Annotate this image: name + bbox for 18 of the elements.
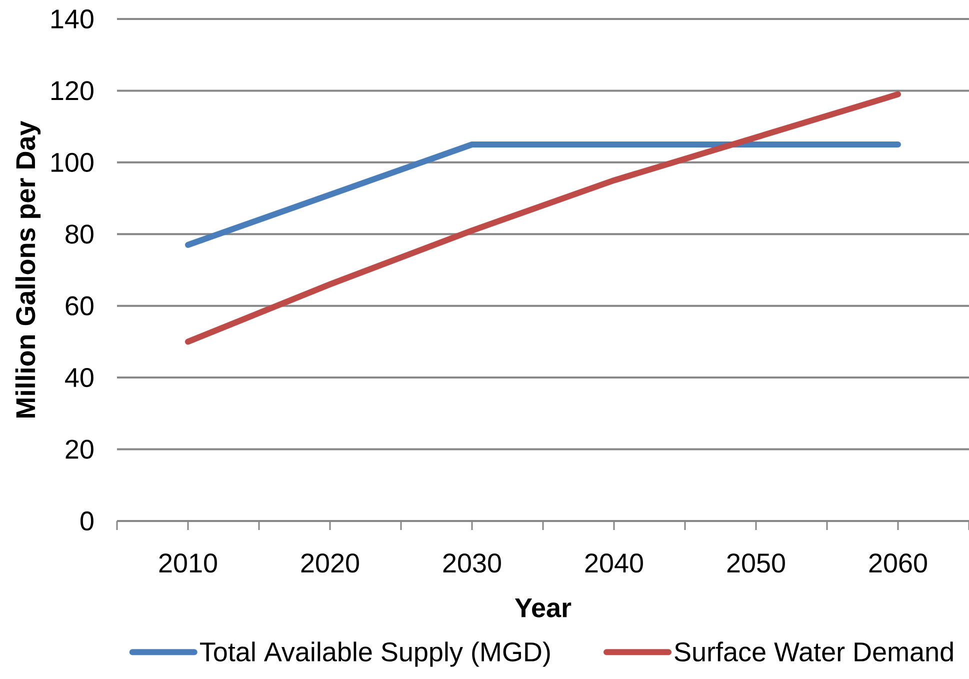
y-tick-label: 20	[66, 440, 94, 459]
x-tick-label: 2030	[443, 554, 501, 573]
y-tick-label: 40	[65, 368, 94, 388]
legend-label: Total Available Supply (MGD)	[200, 642, 550, 667]
x-tick-label: 2060	[869, 554, 927, 573]
y-tick-label: 0	[80, 511, 94, 531]
x-tick-label: 2050	[727, 554, 785, 573]
y-tick-label: 120	[51, 81, 94, 100]
y-tick-label: 80	[66, 224, 94, 244]
y-axis-title: Million Gallons per Day	[15, 120, 41, 418]
x-tick-label: 2040	[585, 554, 643, 573]
y-tick-label: 60	[66, 296, 94, 316]
y-tick-label: 100	[51, 152, 94, 172]
x-axis-title: Year	[514, 598, 572, 618]
y-tick-label: 140	[51, 9, 94, 29]
legend-label: Surface Water Demand	[674, 642, 953, 662]
x-tick-label: 2010	[159, 554, 217, 573]
x-tick-label: 2020	[301, 554, 359, 573]
